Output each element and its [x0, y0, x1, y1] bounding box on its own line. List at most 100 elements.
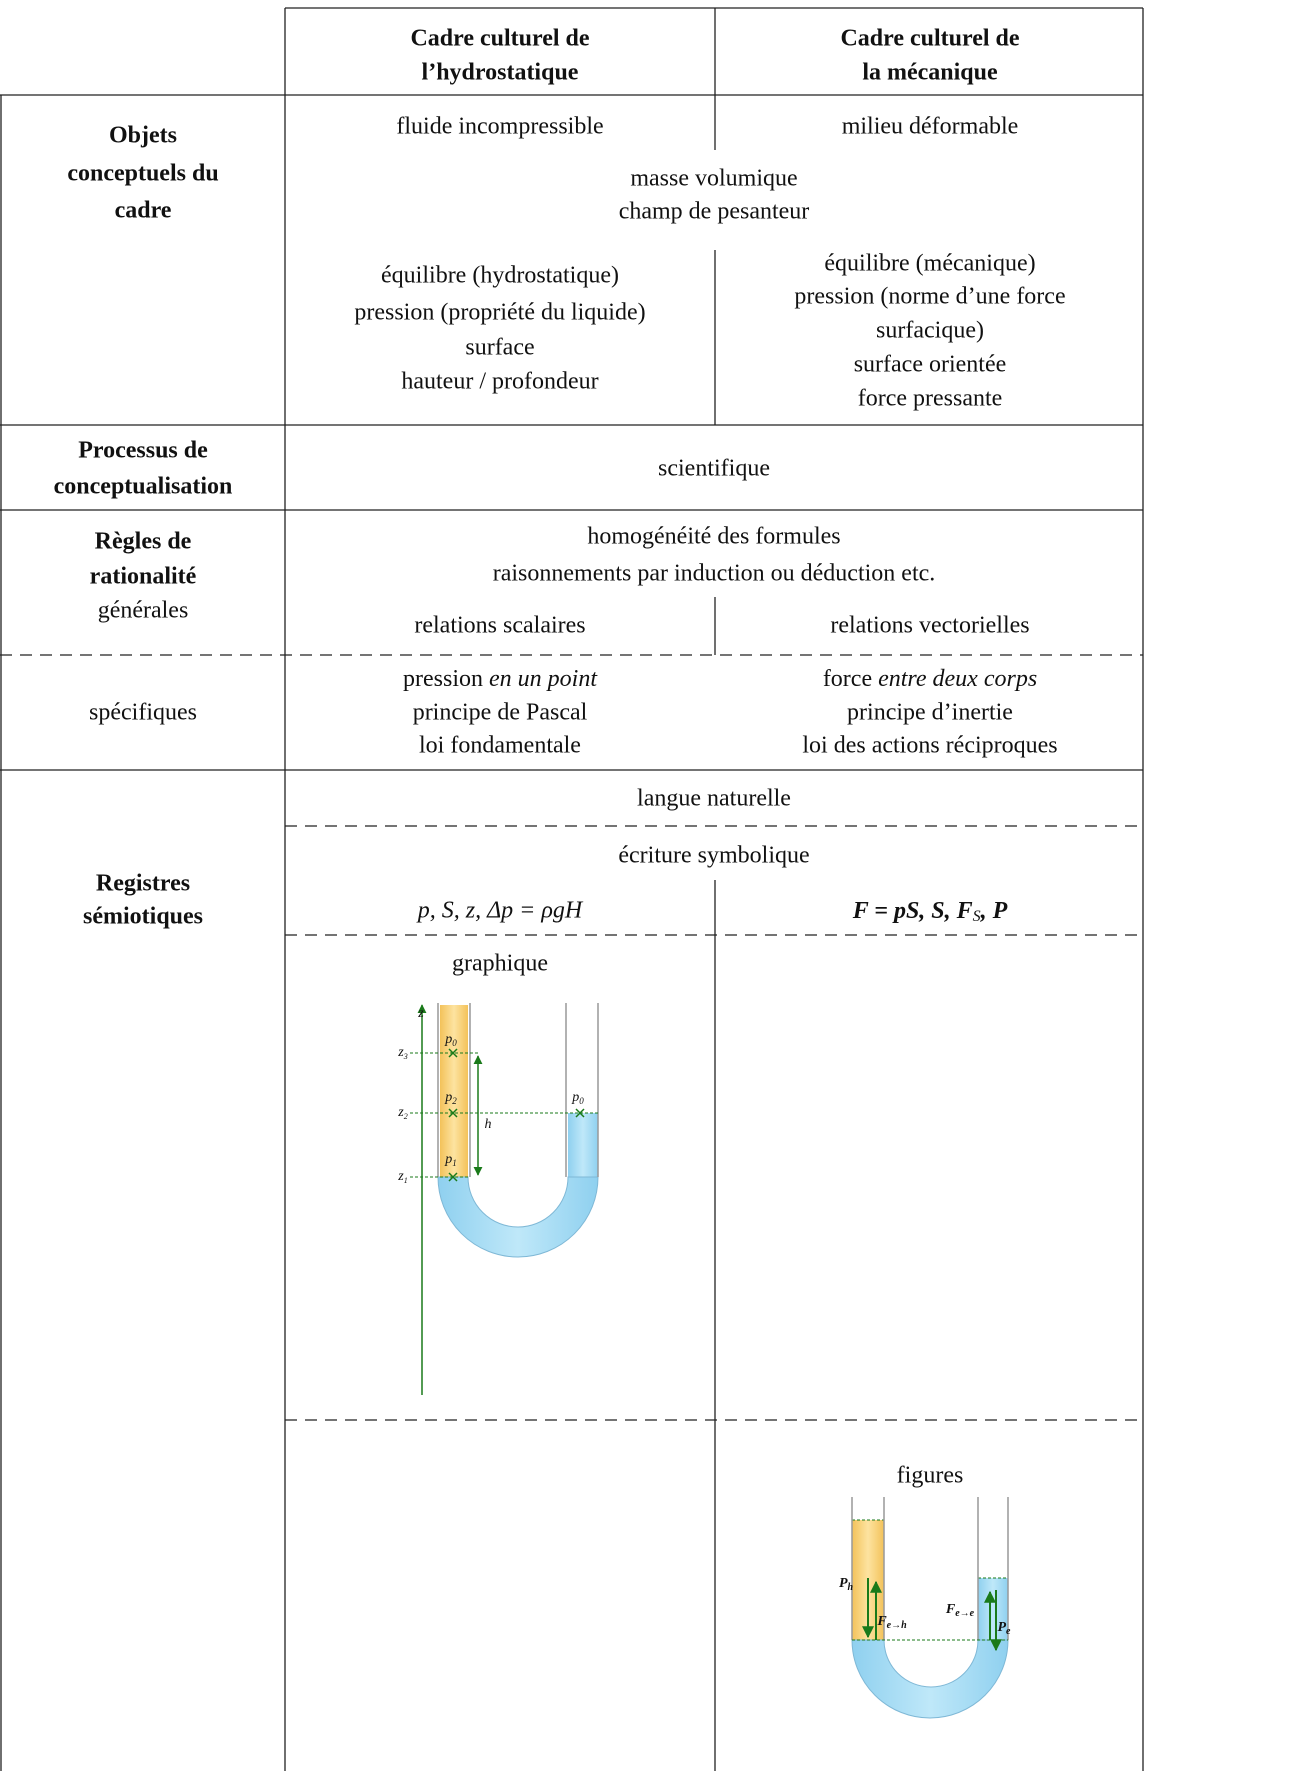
label-base: z: [397, 1169, 404, 1184]
row-label: sémiotiques: [83, 904, 203, 930]
label-sub: 0: [579, 1096, 584, 1106]
label-base: P: [839, 1576, 848, 1591]
cell-text: relations vectorielles: [830, 613, 1029, 639]
row-label: Règles de: [95, 529, 192, 555]
cell-text: équilibre (mécanique): [824, 251, 1035, 277]
header-text: Cadre culturel de: [840, 26, 1019, 52]
u-tube-figure: [851, 1497, 1009, 1719]
row-label: conceptuels du: [67, 161, 218, 187]
point-marks: [448, 1048, 585, 1182]
formula: p, S, z, Δp = ρgH: [416, 898, 584, 924]
sub-label: générales: [98, 598, 189, 624]
water-column: [568, 1113, 598, 1177]
cell-text: champ de pesanteur: [619, 199, 810, 225]
label-base: F: [876, 1614, 887, 1629]
cell-text: scientifique: [658, 456, 770, 482]
cell-text: pression (norme d’une force: [794, 284, 1065, 310]
diagram-label: p0: [444, 1032, 457, 1048]
label-base: p: [571, 1090, 579, 1105]
cell-text: surfacique): [876, 318, 984, 344]
sub-label: spécifiques: [89, 700, 197, 726]
cell-text: écriture symbolique: [618, 843, 809, 869]
label-base: p: [444, 1090, 452, 1105]
header-text: l’hydrostatique: [422, 60, 579, 86]
oil-column: [440, 1005, 468, 1177]
cell-text: principe de Pascal: [413, 700, 588, 726]
formula-part: F = pS, S, F: [852, 898, 973, 924]
label-sub: e→e: [955, 1608, 974, 1619]
label-sub: h: [848, 1582, 854, 1593]
height-label: h: [485, 1117, 492, 1132]
label-base: P: [997, 1620, 1006, 1635]
row-label: conceptualisation: [54, 474, 233, 500]
label-base: p: [444, 1032, 452, 1047]
u-bend: [851, 1639, 1009, 1719]
level-lines: [410, 1052, 600, 1178]
u-bend: [437, 1176, 599, 1258]
diagram-label: Pe: [997, 1620, 1011, 1637]
label-sub: 2: [404, 1112, 408, 1121]
label-base: z: [397, 1105, 404, 1120]
diagram-label: z3: [397, 1045, 407, 1061]
cell-text: principe d’inertie: [847, 700, 1013, 726]
diagram-label: Fe→e: [945, 1602, 975, 1619]
label-sub: 2: [452, 1096, 457, 1106]
cell-text: loi fondamentale: [419, 733, 581, 759]
cell-text: force entre deux corps: [823, 666, 1037, 692]
row-label: Objets: [109, 123, 177, 149]
cell-text: masse volumique: [630, 166, 797, 192]
diagram-label: p0: [571, 1090, 584, 1106]
diagram-label: p2: [444, 1090, 457, 1106]
cell-text: hauteur / profondeur: [401, 369, 598, 395]
row-label: rationalité: [90, 564, 197, 590]
diagram-label: Ph: [839, 1576, 854, 1593]
text-part: entre deux corps: [878, 666, 1037, 692]
label-base: F: [945, 1602, 956, 1617]
tube-walls: [437, 1003, 599, 1177]
force-arrows: [862, 1578, 1002, 1652]
label-base: p: [444, 1152, 452, 1167]
u-tube-graph: [410, 1003, 600, 1395]
label-sub: 3: [403, 1052, 408, 1061]
diagram-label: Fe→h: [876, 1614, 907, 1631]
cell-text: fluide incompressible: [396, 114, 603, 140]
header-text: la mécanique: [862, 60, 998, 86]
label-sub: 1: [452, 1158, 457, 1168]
label-sub: e: [1006, 1626, 1011, 1637]
cell-text: raisonnements par induction ou déduction…: [493, 561, 936, 587]
formula-sub: S: [973, 908, 981, 925]
cell-text: équilibre (hydrostatique): [381, 263, 619, 289]
diagram-label: z1: [397, 1169, 407, 1185]
cell-text: loi des actions réciproques: [802, 733, 1057, 759]
axis-label: z: [417, 1006, 424, 1021]
cell-text: force pressante: [858, 386, 1003, 412]
tube-walls: [851, 1497, 1009, 1640]
cell-text: figures: [897, 1463, 964, 1489]
text-part: en un point: [489, 666, 598, 692]
row-label: Processus de: [78, 438, 208, 464]
cell-text: milieu déformable: [842, 114, 1019, 140]
header-text: Cadre culturel de: [410, 26, 589, 52]
row-label: cadre: [115, 198, 172, 224]
row-label: Registres: [96, 871, 190, 897]
diagram-label: z2: [397, 1105, 407, 1121]
formula-part: , P: [980, 898, 1008, 924]
formula: F = pS, S, FS, P: [852, 898, 1008, 925]
cell-text: langue naturelle: [637, 786, 791, 812]
cell-text: surface: [465, 335, 534, 361]
cell-text: relations scalaires: [414, 613, 585, 639]
label-base: z: [397, 1045, 404, 1060]
diagram-label: p1: [444, 1152, 457, 1168]
cell-text: homogénéité des formules: [587, 524, 840, 550]
label-sub: 1: [404, 1176, 408, 1185]
cell-text: surface orientée: [854, 352, 1007, 378]
cell-text: pression en un point: [403, 666, 598, 692]
label-sub: e→h: [887, 1620, 907, 1631]
text-part: pression: [403, 666, 489, 692]
cell-text: pression (propriété du liquide): [354, 300, 645, 326]
text-part: force: [823, 666, 878, 692]
label-sub: 0: [452, 1038, 457, 1048]
